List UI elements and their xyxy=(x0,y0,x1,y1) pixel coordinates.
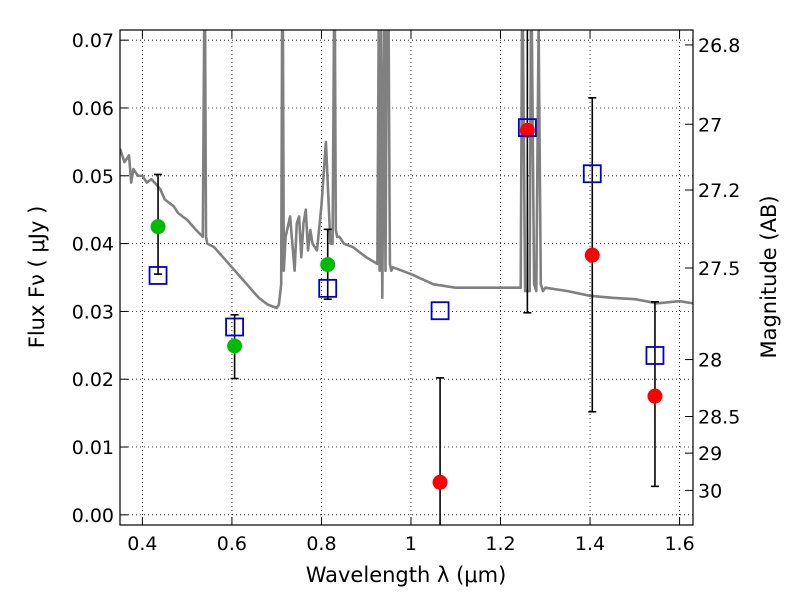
model-photometry-square xyxy=(517,118,537,138)
model-photometry-square xyxy=(318,278,338,298)
y-tick-label: 0.00 xyxy=(72,505,114,527)
y-tick-label: 0.07 xyxy=(72,30,114,52)
observed-flux-point xyxy=(584,247,600,263)
y-tick-label: 0.05 xyxy=(72,166,114,188)
y-tick-label: 0.06 xyxy=(72,98,114,120)
observed-flux-point xyxy=(647,388,663,404)
y2-tick-label: 30 xyxy=(698,480,722,502)
x-tick-label: 0.4 xyxy=(127,533,157,555)
model-spectrum-line xyxy=(120,30,693,310)
marker-layer xyxy=(148,118,665,490)
y-tick-label: 0.02 xyxy=(72,369,114,391)
x-tick-label: 0.6 xyxy=(217,533,247,555)
x-tick-label: 1.2 xyxy=(485,533,515,555)
observed-flux-point xyxy=(150,219,166,235)
y-tick-label: 0.04 xyxy=(72,234,114,256)
axis-ticks: 0.4 0.6 0.8 1 1.2 1.4 1.6 0.00 0.01 0.02 0.03 0.04 0… xyxy=(72,30,740,555)
y-axis-label: Flux Fν ( μJy ) xyxy=(25,206,49,349)
observed-flux-point xyxy=(432,474,448,490)
y2-tick-label: 28.5 xyxy=(698,407,740,429)
observed-flux-point xyxy=(519,122,535,138)
y2-tick-label: 29 xyxy=(698,443,722,465)
y2-tick-label: 27 xyxy=(698,114,722,136)
model-photometry-square xyxy=(582,164,602,184)
model-photometry-square xyxy=(148,266,168,285)
y2-tick-label: 27.5 xyxy=(698,258,740,280)
y-tick-label: 0.03 xyxy=(72,301,114,323)
plot-frame xyxy=(119,29,694,526)
observed-flux-point xyxy=(227,338,243,354)
x-tick-label: 1.6 xyxy=(664,533,694,555)
model-photometry-square xyxy=(430,301,450,321)
model-photometry-square xyxy=(225,317,245,337)
spectrum-layer xyxy=(120,30,693,310)
observed-flux-point xyxy=(320,257,336,273)
y2-tick-label: 26.8 xyxy=(698,35,740,57)
model-photometry-square xyxy=(645,346,665,365)
y2-axis-label: Magnitude (AB) xyxy=(757,195,781,358)
y2-tick-label: 28 xyxy=(698,350,722,372)
y-tick-label: 0.01 xyxy=(72,437,114,459)
x-tick-label: 0.8 xyxy=(306,533,336,555)
grid-lines xyxy=(120,30,693,525)
plot-background xyxy=(120,30,693,525)
x-tick-label: 1 xyxy=(405,533,417,555)
x-tick-label: 1.4 xyxy=(575,533,605,555)
y2-tick-label: 27.2 xyxy=(698,180,740,202)
x-axis-label: Wavelength λ (μm) xyxy=(306,563,507,587)
